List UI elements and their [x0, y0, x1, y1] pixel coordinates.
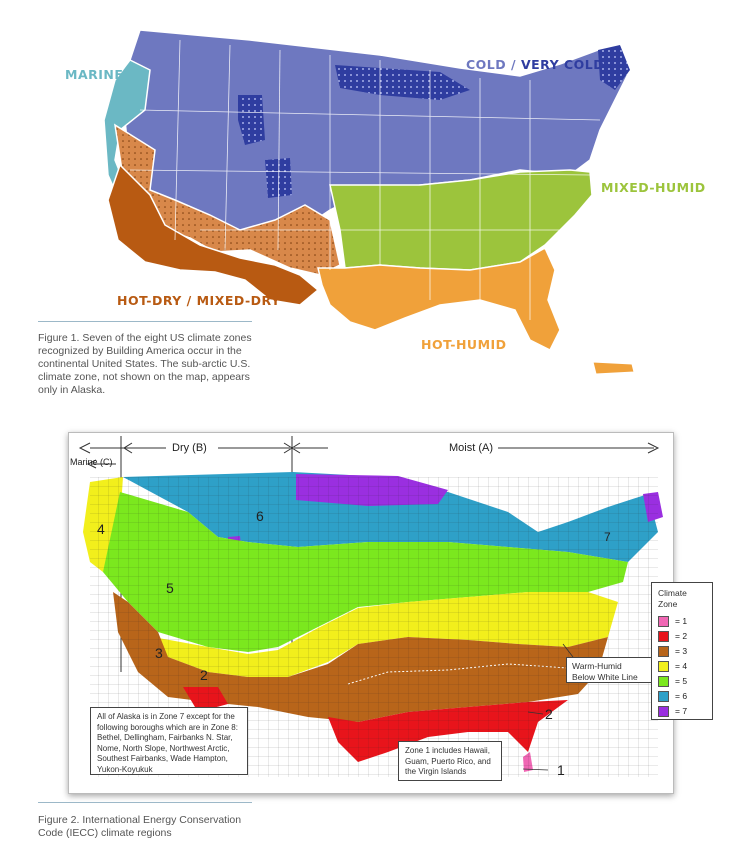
zone1-note: Zone 1 includes Hawaii, Guam, Puerto Ric…	[398, 741, 502, 781]
figure2-caption: Figure 2. International Energy Conservat…	[38, 814, 242, 839]
legend-swatch	[658, 691, 669, 702]
warm-humid-note: Warm-Humid Below White Line	[566, 657, 652, 683]
hot-dry-zone	[107, 163, 320, 306]
figure2-caption-rule	[38, 802, 252, 803]
very-cold-zone-rockies	[238, 95, 265, 145]
figure2-map	[78, 436, 663, 777]
cold-label-text: COLD	[466, 57, 507, 72]
legend-swatch	[658, 646, 669, 657]
zone-number-1: 1	[557, 762, 565, 778]
legend-item: = 3	[658, 644, 706, 659]
very-cold-label-text: VERY COLD	[520, 57, 605, 72]
legend-title: Climate Zone	[658, 588, 687, 609]
legend-label: = 4	[675, 661, 688, 671]
alaska-note: All of Alaska is in Zone 7 except for th…	[90, 707, 248, 775]
zone-number-3: 3	[155, 645, 163, 661]
zone-number-2-east: 2	[545, 706, 553, 722]
zone-number-4: 4	[97, 521, 105, 537]
climate-zone-legend: Climate Zone = 1 = 2 = 3 = 4 = 5 = 6 = 7	[651, 582, 713, 720]
cold-label-separator: /	[506, 57, 521, 72]
mixed-humid-zone	[329, 169, 593, 271]
legend-item: = 2	[658, 629, 706, 644]
cold-very-cold-label: COLD / VERY COLD	[466, 57, 604, 72]
legend-label: = 1	[675, 616, 688, 626]
legend-label: = 7	[675, 706, 688, 716]
legend-swatch	[658, 661, 669, 672]
legend-item: = 1	[658, 614, 706, 629]
legend-item: = 5	[658, 674, 706, 689]
hot-dry-mixed-dry-label: HOT-DRY / MIXED-DRY	[117, 293, 281, 308]
zone-number-6: 6	[256, 508, 264, 524]
zone-number-2-west: 2	[200, 667, 208, 683]
marine-label: MARINE	[65, 67, 124, 82]
legend-swatch	[658, 616, 669, 627]
legend-label: = 2	[675, 631, 688, 641]
zone-number-7: 7	[604, 530, 611, 544]
legend-label: = 5	[675, 676, 688, 686]
legend-items: = 1 = 2 = 3 = 4 = 5 = 6 = 7	[658, 614, 706, 719]
puerto-rico	[592, 361, 635, 375]
zone-number-5: 5	[166, 580, 174, 596]
legend-swatch	[658, 676, 669, 687]
legend-swatch	[658, 631, 669, 642]
legend-item: = 6	[658, 689, 706, 704]
regime-label-moist: Moist (A)	[445, 442, 497, 454]
legend-item: = 4	[658, 659, 706, 674]
legend-label: = 6	[675, 691, 688, 701]
leader-lines	[522, 643, 574, 771]
mixed-humid-label: MIXED-HUMID	[601, 180, 706, 195]
figure1-caption: Figure 1. Seven of the eight US climate …	[38, 332, 252, 396]
legend-item: = 7	[658, 704, 706, 719]
state-lines	[129, 39, 601, 320]
figure1-caption-rule	[38, 321, 252, 322]
legend-swatch	[658, 706, 669, 717]
county-grid	[90, 477, 658, 777]
regime-label-dry: Dry (B)	[168, 442, 211, 454]
legend-label: = 3	[675, 646, 688, 656]
regime-label-marine: Marine (C)	[70, 457, 113, 467]
very-cold-zone-maine	[598, 45, 630, 90]
figure1-map	[103, 29, 635, 375]
hot-humid-label: HOT-HUMID	[421, 337, 507, 352]
very-cold-zone-north	[335, 65, 470, 100]
hot-humid-zone	[317, 246, 561, 352]
